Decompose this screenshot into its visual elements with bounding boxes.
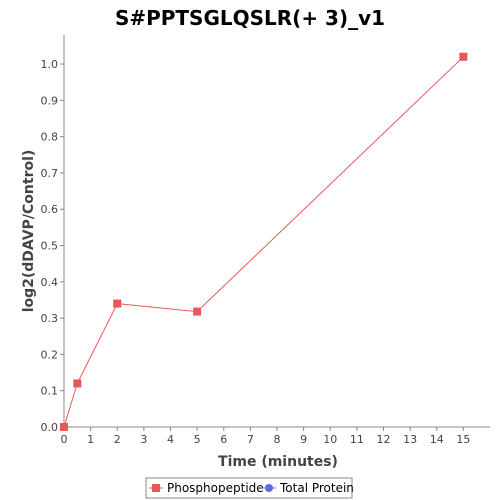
y-tick-label: 0.0 xyxy=(41,421,59,434)
y-ticks: 0.0 0.1 0.2 0.3 0.4 0.5 0.6 0.7 0.8 0.9 1.0 xyxy=(41,58,64,434)
x-tick-label: 4 xyxy=(167,433,174,446)
y-axis-label: log2(dDAVP/Control) xyxy=(21,150,37,313)
x-tick-label: 12 xyxy=(377,433,391,446)
y-tick-label: 1.0 xyxy=(41,58,59,71)
y-tick-label: 0.6 xyxy=(41,203,59,216)
legend-label: Total Protein xyxy=(279,481,354,495)
chart-title: S#PPTSGLQSLR(+ 3)_v1 xyxy=(115,6,385,30)
x-ticks: 0 1 2 3 4 5 6 7 8 9 10 11 12 13 14 15 xyxy=(61,427,470,446)
data-point xyxy=(60,423,68,431)
x-tick-label: 3 xyxy=(140,433,147,446)
y-tick-label: 0.3 xyxy=(41,312,59,325)
x-tick-label: 11 xyxy=(350,433,364,446)
legend-circle-icon xyxy=(265,484,273,492)
data-point xyxy=(459,52,468,61)
x-tick-label: 0 xyxy=(61,433,68,446)
x-tick-label: 9 xyxy=(300,433,307,446)
x-axis-label: Time (minutes) xyxy=(218,454,338,470)
data-point xyxy=(73,379,82,388)
x-tick-label: 5 xyxy=(194,433,201,446)
x-tick-label: 10 xyxy=(323,433,337,446)
x-tick-label: 6 xyxy=(220,433,227,446)
y-tick-label: 0.1 xyxy=(41,385,59,398)
legend-square-icon xyxy=(152,484,160,492)
legend: Phosphopeptide Total Protein xyxy=(145,477,354,499)
legend-box xyxy=(145,477,353,499)
series-line-0 xyxy=(63,56,464,428)
x-tick-label: 8 xyxy=(274,433,281,446)
x-tick-label: 14 xyxy=(430,433,444,446)
legend-items: Phosphopeptide Total Protein xyxy=(149,481,354,495)
x-tick-label: 7 xyxy=(247,433,254,446)
x-tick-label: 13 xyxy=(403,433,417,446)
y-tick-label: 0.7 xyxy=(41,167,59,180)
y-tick-label: 0.5 xyxy=(41,240,59,253)
x-tick-label: 2 xyxy=(114,433,121,446)
y-tick-label: 0.9 xyxy=(41,94,59,107)
plot-area xyxy=(63,35,490,428)
x-tick-label: 1 xyxy=(87,433,94,446)
y-tick-label: 0.4 xyxy=(41,276,59,289)
y-tick-label: 0.8 xyxy=(41,131,59,144)
x-tick-label: 15 xyxy=(456,433,470,446)
series-layer xyxy=(60,52,468,431)
legend-label: Phosphopeptide xyxy=(167,481,264,495)
data-point xyxy=(113,299,122,308)
y-tick-label: 0.2 xyxy=(41,348,59,361)
data-point xyxy=(193,307,202,316)
